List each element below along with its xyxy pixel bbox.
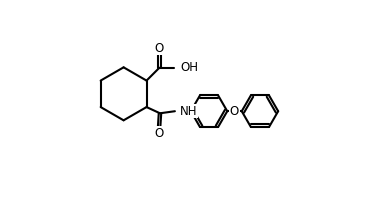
Text: O: O xyxy=(154,127,163,140)
Text: OH: OH xyxy=(180,61,198,74)
Text: O: O xyxy=(155,42,164,55)
Text: O: O xyxy=(230,105,239,118)
Text: NH: NH xyxy=(180,105,198,118)
